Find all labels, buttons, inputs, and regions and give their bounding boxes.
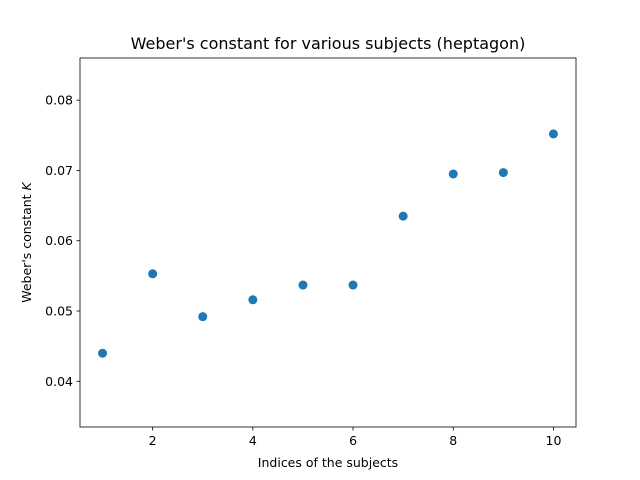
y-axis-label-symbol: K — [19, 180, 34, 190]
data-point — [398, 211, 408, 221]
plot-background — [80, 58, 576, 427]
y-tick-label: 0.04 — [45, 374, 73, 389]
x-tick-label: 6 — [349, 433, 357, 448]
x-axis-label: Indices of the subjects — [258, 455, 398, 470]
y-axis-label-text: Weber's constant — [19, 190, 34, 302]
data-point — [248, 295, 258, 305]
y-tick-label: 0.05 — [45, 304, 73, 319]
x-tick-label: 4 — [249, 433, 257, 448]
y-axis-label: Weber's constant K — [19, 180, 34, 302]
y-tick-label: 0.06 — [45, 233, 73, 248]
data-point — [198, 312, 208, 322]
data-point — [548, 129, 558, 139]
data-point — [148, 269, 158, 279]
plot-frame — [79, 57, 577, 428]
data-point — [348, 280, 358, 290]
data-point — [298, 280, 308, 290]
x-axis-ticks: 2 4 6 8 10 — [149, 427, 562, 448]
chart-title: Weber's constant for various subjects (h… — [131, 34, 526, 53]
y-axis-ticks: 0.04 0.05 0.06 0.07 0.08 — [45, 93, 80, 389]
x-tick-label: 8 — [449, 433, 457, 448]
data-point — [98, 348, 108, 358]
data-point — [498, 168, 508, 178]
x-tick-label: 10 — [546, 433, 562, 448]
x-tick-label: 2 — [149, 433, 157, 448]
y-tick-label: 0.07 — [45, 163, 73, 178]
data-points — [98, 129, 558, 358]
y-tick-label: 0.08 — [45, 93, 73, 108]
data-point — [448, 169, 458, 179]
plot-area — [79, 57, 577, 428]
